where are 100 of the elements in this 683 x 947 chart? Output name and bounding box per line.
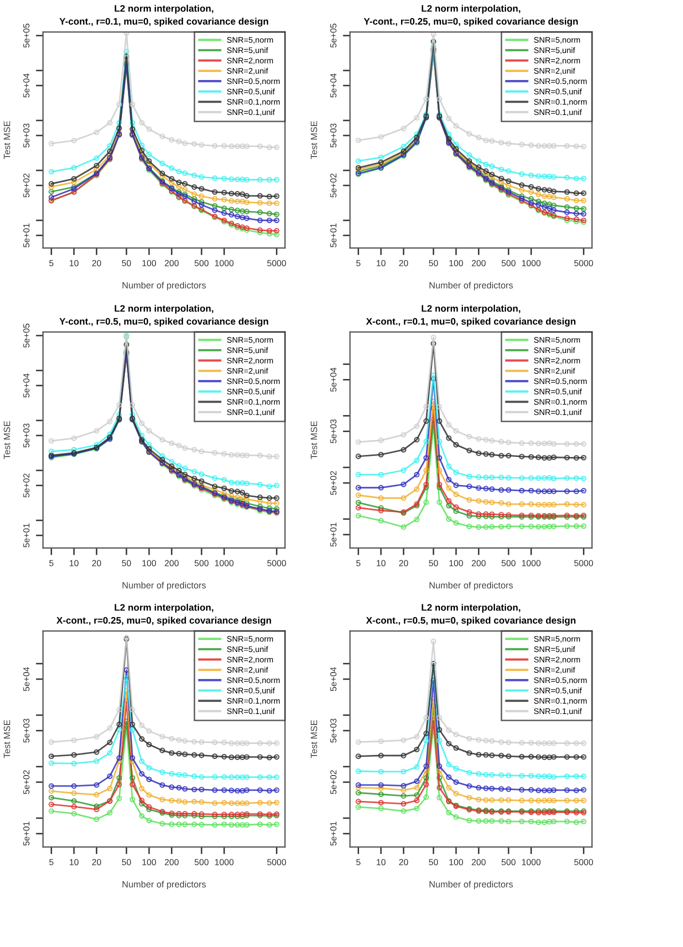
chart-title: L2 norm interpolation, bbox=[114, 304, 214, 314]
legend-label: SNR=0.5,norm bbox=[534, 378, 587, 386]
x-tick-label: 500 bbox=[502, 560, 516, 566]
x-tick-label: 20 bbox=[92, 859, 102, 866]
legend-label: SNR=2,norm bbox=[534, 656, 580, 664]
x-tick-label: 100 bbox=[449, 859, 464, 866]
x-tick-label: 1000 bbox=[215, 859, 234, 866]
y-axis-title: Test MSE bbox=[4, 421, 10, 460]
y-tick-label: 5e+03 bbox=[330, 718, 336, 743]
chart-subtitle: X-cont., r=0.25, mu=0, spiked covariance design bbox=[56, 616, 272, 626]
legend-label: SNR=0.1,norm bbox=[534, 99, 587, 106]
y-tick-label: 5e+02 bbox=[330, 471, 336, 495]
legend-label: SNR=2,norm bbox=[227, 58, 273, 64]
x-tick-label: 500 bbox=[502, 260, 516, 266]
legend-label: SNR=0.1,unif bbox=[534, 708, 582, 716]
y-axis-title: Test MSE bbox=[4, 720, 10, 758]
x-tick-label: 50 bbox=[428, 260, 438, 266]
x-tick-label: 10 bbox=[70, 260, 78, 266]
legend-label: SNR=5,norm bbox=[534, 337, 580, 344]
y-tick-label: 5e+02 bbox=[23, 770, 30, 794]
y-tick-label: 5e+04 bbox=[330, 667, 336, 692]
legend-label: SNR=5,norm bbox=[534, 636, 580, 643]
x-tick-label: 100 bbox=[142, 260, 156, 266]
legend-label: SNR=5,norm bbox=[227, 337, 273, 344]
x-tick-label: 500 bbox=[194, 859, 209, 866]
legend-label: SNR=2,norm bbox=[534, 58, 580, 64]
x-tick-label: 5000 bbox=[267, 859, 286, 866]
x-tick-label: 5000 bbox=[574, 859, 594, 866]
x-tick-label: 5 bbox=[356, 260, 360, 266]
x-tick-label: 5 bbox=[49, 560, 54, 566]
y-tick-label: 5e+01 bbox=[23, 524, 30, 548]
x-tick-label: 50 bbox=[428, 859, 438, 866]
x-tick-label: 20 bbox=[399, 859, 408, 866]
legend-label: SNR=2,unif bbox=[534, 368, 576, 375]
legend-label: SNR=0.5,unif bbox=[534, 88, 582, 96]
legend-label: SNR=0.1,unif bbox=[227, 109, 275, 116]
y-tick-label: 5e+01 bbox=[23, 224, 30, 248]
chart-subtitle: X-cont., r=0.5, mu=0, spiked covariance design bbox=[366, 616, 576, 626]
legend-label: SNR=0.5,norm bbox=[227, 78, 280, 86]
chart-subtitle: Y-cont., r=0.25, mu=0, spiked covariance design bbox=[364, 18, 578, 27]
x-tick-label: 5 bbox=[49, 260, 54, 266]
legend-label: SNR=0.1,unif bbox=[534, 109, 582, 116]
x-tick-label: 20 bbox=[399, 260, 408, 266]
legend-label: SNR=0.5,unif bbox=[534, 388, 582, 396]
x-tick-label: 500 bbox=[194, 560, 209, 566]
legend-label: SNR=0.1,unif bbox=[227, 409, 275, 416]
x-tick-label: 10 bbox=[70, 560, 78, 566]
y-tick-label: 5e+04 bbox=[330, 368, 336, 392]
x-tick-label: 10 bbox=[376, 260, 386, 266]
x-tick-label: 100 bbox=[142, 560, 156, 566]
legend-label: SNR=2,norm bbox=[227, 656, 273, 664]
x-tick-label: 50 bbox=[428, 560, 438, 566]
x-tick-label: 5000 bbox=[267, 560, 286, 566]
legend-label: SNR=0.5,unif bbox=[534, 687, 582, 694]
y-tick-label: 5e+03 bbox=[330, 124, 336, 148]
x-tick-label: 1000 bbox=[522, 260, 541, 266]
x-tick-label: 1000 bbox=[522, 560, 541, 566]
x-tick-label: 100 bbox=[142, 859, 156, 866]
x-tick-label: 50 bbox=[122, 260, 131, 266]
y-tick-label: 5e+05 bbox=[23, 24, 30, 48]
y-tick-label: 5e+03 bbox=[23, 424, 30, 448]
legend-label: SNR=2,unif bbox=[227, 68, 268, 75]
x-tick-label: 1000 bbox=[215, 260, 234, 266]
y-tick-label: 5e+04 bbox=[330, 74, 336, 98]
y-tick-label: 5e+05 bbox=[330, 24, 336, 48]
y-tick-label: 5e+01 bbox=[330, 822, 336, 846]
legend-label: SNR=2,norm bbox=[534, 358, 580, 364]
y-tick-label: 5e+02 bbox=[23, 474, 30, 498]
x-axis-title: Number of predictors bbox=[430, 880, 513, 890]
y-tick-label: 5e+05 bbox=[23, 324, 30, 348]
y-tick-label: 5e+01 bbox=[330, 522, 336, 547]
chart-title: L2 norm interpolation, bbox=[114, 4, 214, 14]
y-tick-label: 5e+01 bbox=[330, 224, 336, 248]
x-tick-label: 200 bbox=[164, 260, 179, 266]
legend-label: SNR=5,unif bbox=[534, 347, 576, 354]
legend-label: SNR=0.1,norm bbox=[227, 99, 280, 106]
y-tick-label: 5e+04 bbox=[23, 374, 30, 398]
x-tick-label: 5000 bbox=[574, 560, 594, 566]
x-tick-label: 100 bbox=[449, 560, 464, 566]
y-tick-label: 5e+02 bbox=[330, 174, 336, 198]
x-axis-title: Number of predictors bbox=[430, 582, 513, 590]
y-tick-label: 5e+02 bbox=[23, 174, 30, 198]
y-tick-label: 5e+03 bbox=[330, 419, 336, 444]
x-axis-title: Number of predictors bbox=[122, 582, 206, 590]
legend-label: SNR=0.1,norm bbox=[534, 399, 587, 406]
legend-label: SNR=5,norm bbox=[534, 37, 580, 44]
x-axis-title: Number of predictors bbox=[122, 282, 206, 290]
legend-label: SNR=0.1,norm bbox=[534, 698, 587, 705]
x-tick-label: 1000 bbox=[215, 560, 234, 566]
legend-label: SNR=0.1,norm bbox=[227, 698, 280, 705]
x-tick-label: 1000 bbox=[522, 859, 541, 866]
x-tick-label: 200 bbox=[164, 560, 179, 566]
chart-title: L2 norm interpolation, bbox=[422, 4, 520, 14]
chart-title: L2 norm interpolation, bbox=[422, 604, 520, 613]
legend-label: SNR=2,norm bbox=[227, 358, 273, 364]
y-tick-label: 5e+03 bbox=[23, 124, 30, 148]
chart-subtitle: Y-cont., r=0.1, mu=0, spiked covariance design bbox=[59, 18, 268, 27]
x-tick-label: 5 bbox=[356, 859, 360, 866]
y-tick-label: 5e+03 bbox=[23, 718, 30, 743]
x-tick-label: 50 bbox=[122, 859, 131, 866]
